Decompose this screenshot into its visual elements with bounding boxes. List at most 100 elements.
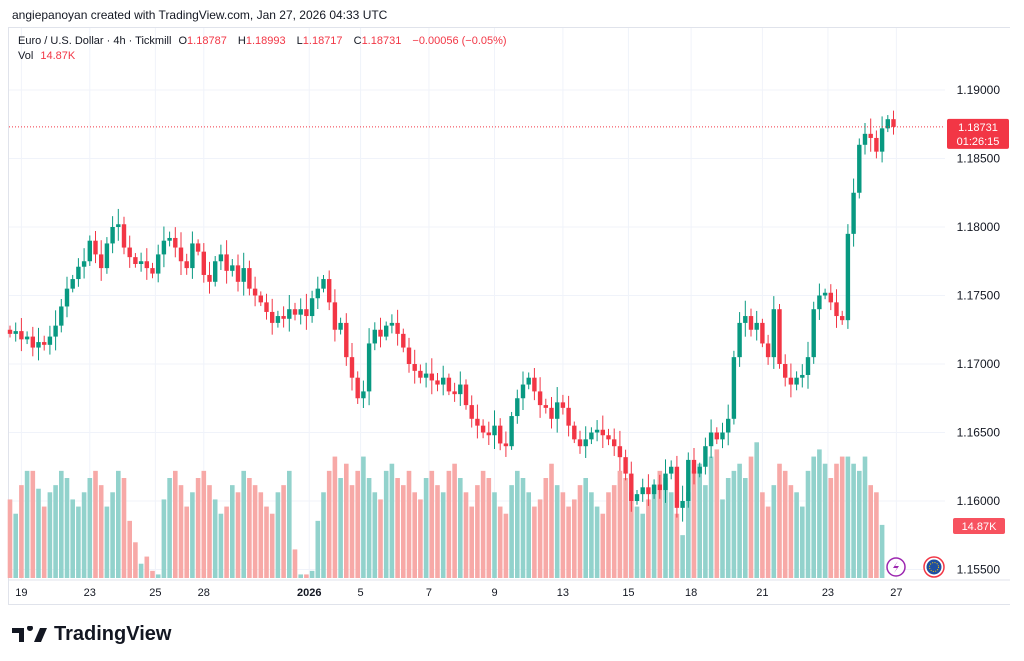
candle-body	[195, 243, 201, 252]
volume-bar	[640, 513, 645, 578]
candle-body	[121, 224, 127, 248]
low-value: 1.18717	[302, 35, 343, 47]
volume-bar	[13, 513, 18, 578]
volume-bar	[435, 485, 440, 578]
low-label: L	[296, 35, 303, 47]
eu-flag-icon[interactable]	[923, 556, 945, 578]
candle-body	[423, 373, 429, 378]
candle-body	[686, 459, 691, 501]
volume-bar	[811, 456, 816, 578]
volume-tag-label: 14.87K	[962, 521, 998, 533]
candle-body	[572, 425, 577, 440]
volume-bar	[19, 485, 24, 578]
candle-body	[138, 261, 144, 264]
tradingview-logo[interactable]: TradingView	[12, 623, 171, 646]
volume-bar	[247, 478, 252, 578]
candle-body	[783, 364, 788, 378]
volume-bar	[743, 478, 748, 578]
volume-bar	[361, 456, 366, 578]
volume-bar	[355, 470, 360, 578]
candle-body	[822, 292, 828, 296]
candle-body	[788, 377, 794, 385]
candle-body	[7, 329, 13, 334]
volume-bar	[492, 492, 497, 578]
volume-bar	[714, 449, 720, 578]
candle-body	[435, 380, 440, 385]
volume-bar	[868, 485, 873, 578]
candle-body	[150, 268, 155, 274]
volume-bar	[794, 492, 799, 578]
volume-bar	[201, 470, 207, 578]
volume-bar	[418, 499, 423, 578]
candle-body	[515, 398, 520, 417]
volume-bar	[680, 535, 685, 578]
volume-bar	[81, 492, 87, 578]
time-tick-label: 23	[84, 587, 96, 599]
candle-body	[201, 251, 206, 275]
high-label: H	[237, 35, 246, 47]
volume-bar	[281, 485, 286, 578]
time-tick-label: 9	[491, 587, 497, 599]
candle-body	[133, 257, 138, 264]
symbol-label: Euro / U.S. Dollar · 4h · Tickmill	[18, 35, 172, 47]
candle-body	[53, 325, 58, 337]
volume-bar	[839, 456, 845, 578]
candle-body	[600, 429, 605, 436]
candle-body	[327, 279, 332, 303]
volume-bar	[720, 499, 725, 578]
volume-bar	[127, 520, 132, 578]
volume-bar	[851, 463, 856, 578]
volume-bar	[338, 478, 343, 578]
candle-body	[828, 292, 833, 303]
logo-text: TradingView	[54, 623, 172, 645]
volume-bar	[497, 506, 503, 578]
volume-bar	[452, 463, 457, 578]
volume-bars	[7, 442, 885, 578]
volume-bar	[218, 513, 224, 578]
candle-body	[463, 384, 469, 406]
time-tick-label: 23	[822, 587, 834, 599]
candle-body	[583, 439, 588, 447]
volume-bar	[668, 492, 674, 578]
candle-body	[298, 309, 303, 315]
volume-bar	[47, 492, 53, 578]
volume-bar	[173, 470, 178, 578]
volume-bar	[59, 470, 64, 578]
volume-bar	[691, 470, 697, 578]
candle-body	[30, 336, 35, 348]
volume-bar	[212, 499, 218, 578]
chart-credit: angiepanoyan created with TradingView.co…	[12, 8, 388, 22]
volume-bar	[845, 456, 851, 578]
candle-body	[845, 233, 851, 321]
volume-bar	[230, 485, 235, 578]
volume-bar	[879, 524, 885, 578]
candle-body	[406, 347, 412, 364]
time-tick-label: 18	[685, 587, 697, 599]
volume-bar	[224, 506, 229, 578]
volume-bar	[87, 478, 93, 578]
candle-body	[634, 494, 640, 501]
volume-bar	[737, 463, 742, 578]
volume-bar	[64, 478, 70, 578]
time-tick-label: 19	[15, 587, 27, 599]
candle-body	[247, 268, 252, 289]
volume-bar	[594, 506, 600, 578]
volume-bar	[828, 478, 834, 578]
volume-bar	[275, 492, 281, 578]
candle-body	[19, 331, 24, 340]
volume-bar	[629, 492, 634, 578]
candle-body	[441, 377, 446, 385]
lightning-event-icon[interactable]	[886, 557, 906, 577]
candle-body	[469, 405, 474, 419]
volume-bar	[748, 456, 754, 578]
volume-bar	[754, 442, 759, 578]
volume-bar	[817, 449, 822, 578]
volume-bar	[429, 470, 435, 578]
volume-bar	[372, 492, 378, 578]
candle-body	[868, 133, 873, 138]
time-tick-label: 21	[756, 587, 768, 599]
candle-body	[594, 429, 600, 433]
candle-body	[617, 446, 623, 458]
volume-bar	[76, 506, 81, 578]
